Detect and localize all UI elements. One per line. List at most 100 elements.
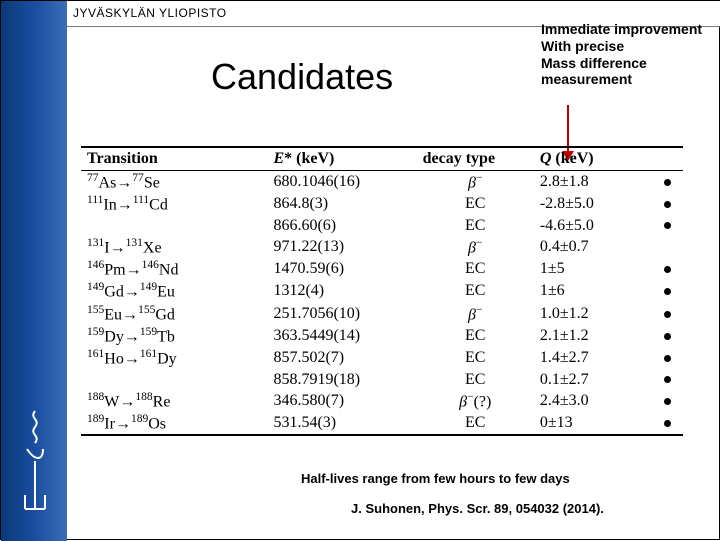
halflife-note: Half-lives range from few hours to few d… xyxy=(301,471,570,486)
cell-estar: 971.22(13) xyxy=(267,236,416,258)
cell-estar: 866.60(6) xyxy=(267,216,416,236)
table-row: 111In→111Cd864.8(3)EC-2.8±5.0 xyxy=(81,193,683,215)
cell-decay-type: EC xyxy=(417,216,534,236)
note-line: With precise xyxy=(541,38,624,54)
cell-q: 1±6 xyxy=(534,280,651,302)
cell-q: -4.6±5.0 xyxy=(534,216,651,236)
cell-estar: 251.7056(10) xyxy=(267,303,416,325)
table-row: 159Dy→159Tb363.5449(14)EC2.1±1.2 xyxy=(81,325,683,347)
cell-decay-type: β−(?) xyxy=(417,390,534,412)
table-row: 866.60(6)EC-4.6±5.0 xyxy=(81,216,683,236)
note-block: Immediate improvement With precise Mass … xyxy=(541,21,720,88)
cell-marker xyxy=(651,193,683,215)
cell-decay-type: EC xyxy=(417,193,534,215)
table-row: 146Pm→146Nd1470.59(6)EC1±5 xyxy=(81,258,683,280)
cell-estar: 680.1046(16) xyxy=(267,171,416,194)
cell-estar: 1312(4) xyxy=(267,280,416,302)
candidates-table: Transition E* (keV) decay type Q (keV) 7… xyxy=(81,146,683,436)
note-line: Immediate improvement xyxy=(541,21,702,37)
table-row: 858.7919(18)EC0.1±2.7 xyxy=(81,370,683,390)
cell-marker xyxy=(651,303,683,325)
filled-dot-icon xyxy=(664,179,671,186)
col-marker xyxy=(651,148,683,171)
col-estar: E* (keV) xyxy=(267,148,416,171)
cell-decay-type: β− xyxy=(417,236,534,258)
cell-decay-type: EC xyxy=(417,258,534,280)
cell-q: 1.0±1.2 xyxy=(534,303,651,325)
table-row: 161Ho→161Dy857.502(7)EC1.4±2.7 xyxy=(81,347,683,369)
cell-estar: 531.54(3) xyxy=(267,412,416,435)
cell-q: 2.1±1.2 xyxy=(534,325,651,347)
slide: JYVÄSKYLÄN YLIOPISTO Candidates Immediat… xyxy=(0,0,720,540)
filled-dot-icon xyxy=(664,266,671,273)
cell-q: 1±5 xyxy=(534,258,651,280)
cell-transition: 161Ho→161Dy xyxy=(81,347,267,369)
cell-q: 1.4±2.7 xyxy=(534,347,651,369)
cell-marker xyxy=(651,347,683,369)
cell-q: 0.1±2.7 xyxy=(534,370,651,390)
cell-decay-type: EC xyxy=(417,412,534,435)
cell-marker xyxy=(651,280,683,302)
table-row: 149Gd→149Eu1312(4)EC1±6 xyxy=(81,280,683,302)
cell-marker xyxy=(651,236,683,258)
table-row: 155Eu→155Gd251.7056(10)β−1.0±1.2 xyxy=(81,303,683,325)
cell-estar: 858.7919(18) xyxy=(267,370,416,390)
filled-dot-icon xyxy=(664,420,671,427)
cell-transition xyxy=(81,216,267,236)
cell-transition: 111In→111Cd xyxy=(81,193,267,215)
table-row: 131I→131Xe971.22(13)β−0.4±0.7 xyxy=(81,236,683,258)
cell-decay-type: EC xyxy=(417,347,534,369)
table-row: 77As→77Se680.1046(16)β−2.8±1.8 xyxy=(81,171,683,194)
cell-transition: 189Ir→189Os xyxy=(81,412,267,435)
cell-decay-type: EC xyxy=(417,325,534,347)
cell-marker xyxy=(651,370,683,390)
cell-transition: 159Dy→159Tb xyxy=(81,325,267,347)
cell-decay-type: β− xyxy=(417,303,534,325)
cell-q: 2.8±1.8 xyxy=(534,171,651,194)
cell-estar: 864.8(3) xyxy=(267,193,416,215)
university-name: JYVÄSKYLÄN YLIOPISTO xyxy=(73,6,227,20)
cell-decay-type: EC xyxy=(417,280,534,302)
filled-dot-icon xyxy=(664,333,671,340)
cell-q: 0±13 xyxy=(534,412,651,435)
cell-estar: 346.580(7) xyxy=(267,390,416,412)
table-row: 188W→188Re346.580(7)β−(?)2.4±3.0 xyxy=(81,390,683,412)
cell-estar: 1470.59(6) xyxy=(267,258,416,280)
cell-marker xyxy=(651,171,683,194)
reference-citation: J. Suhonen, Phys. Scr. 89, 054032 (2014)… xyxy=(351,501,604,516)
cell-transition: 77As→77Se xyxy=(81,171,267,194)
cell-estar: 857.502(7) xyxy=(267,347,416,369)
cell-decay-type: β− xyxy=(417,171,534,194)
cell-transition: 188W→188Re xyxy=(81,390,267,412)
cell-q: -2.8±5.0 xyxy=(534,193,651,215)
filled-dot-icon xyxy=(664,222,671,229)
table-row: 189Ir→189Os531.54(3)EC0±13 xyxy=(81,412,683,435)
cell-q: 0.4±0.7 xyxy=(534,236,651,258)
cell-transition xyxy=(81,370,267,390)
filled-dot-icon xyxy=(664,376,671,383)
filled-dot-icon xyxy=(664,398,671,405)
note-line: Mass difference xyxy=(541,55,647,71)
university-torch-logo xyxy=(15,401,55,521)
cell-marker xyxy=(651,216,683,236)
filled-dot-icon xyxy=(664,201,671,208)
filled-dot-icon xyxy=(664,311,671,318)
filled-dot-icon xyxy=(664,355,671,362)
page-title: Candidates xyxy=(211,56,393,98)
cell-marker xyxy=(651,258,683,280)
col-decay-type: decay type xyxy=(417,148,534,171)
cell-q: 2.4±3.0 xyxy=(534,390,651,412)
cell-transition: 146Pm→146Nd xyxy=(81,258,267,280)
filled-dot-icon xyxy=(664,288,671,295)
cell-marker xyxy=(651,325,683,347)
note-line: measurement xyxy=(541,71,632,87)
table-header-row: Transition E* (keV) decay type Q (keV) xyxy=(81,148,683,171)
col-q: Q (keV) xyxy=(534,148,651,171)
cell-marker xyxy=(651,412,683,435)
cell-decay-type: EC xyxy=(417,370,534,390)
cell-transition: 155Eu→155Gd xyxy=(81,303,267,325)
col-transition: Transition xyxy=(81,148,267,171)
cell-transition: 149Gd→149Eu xyxy=(81,280,267,302)
cell-marker xyxy=(651,390,683,412)
cell-estar: 363.5449(14) xyxy=(267,325,416,347)
